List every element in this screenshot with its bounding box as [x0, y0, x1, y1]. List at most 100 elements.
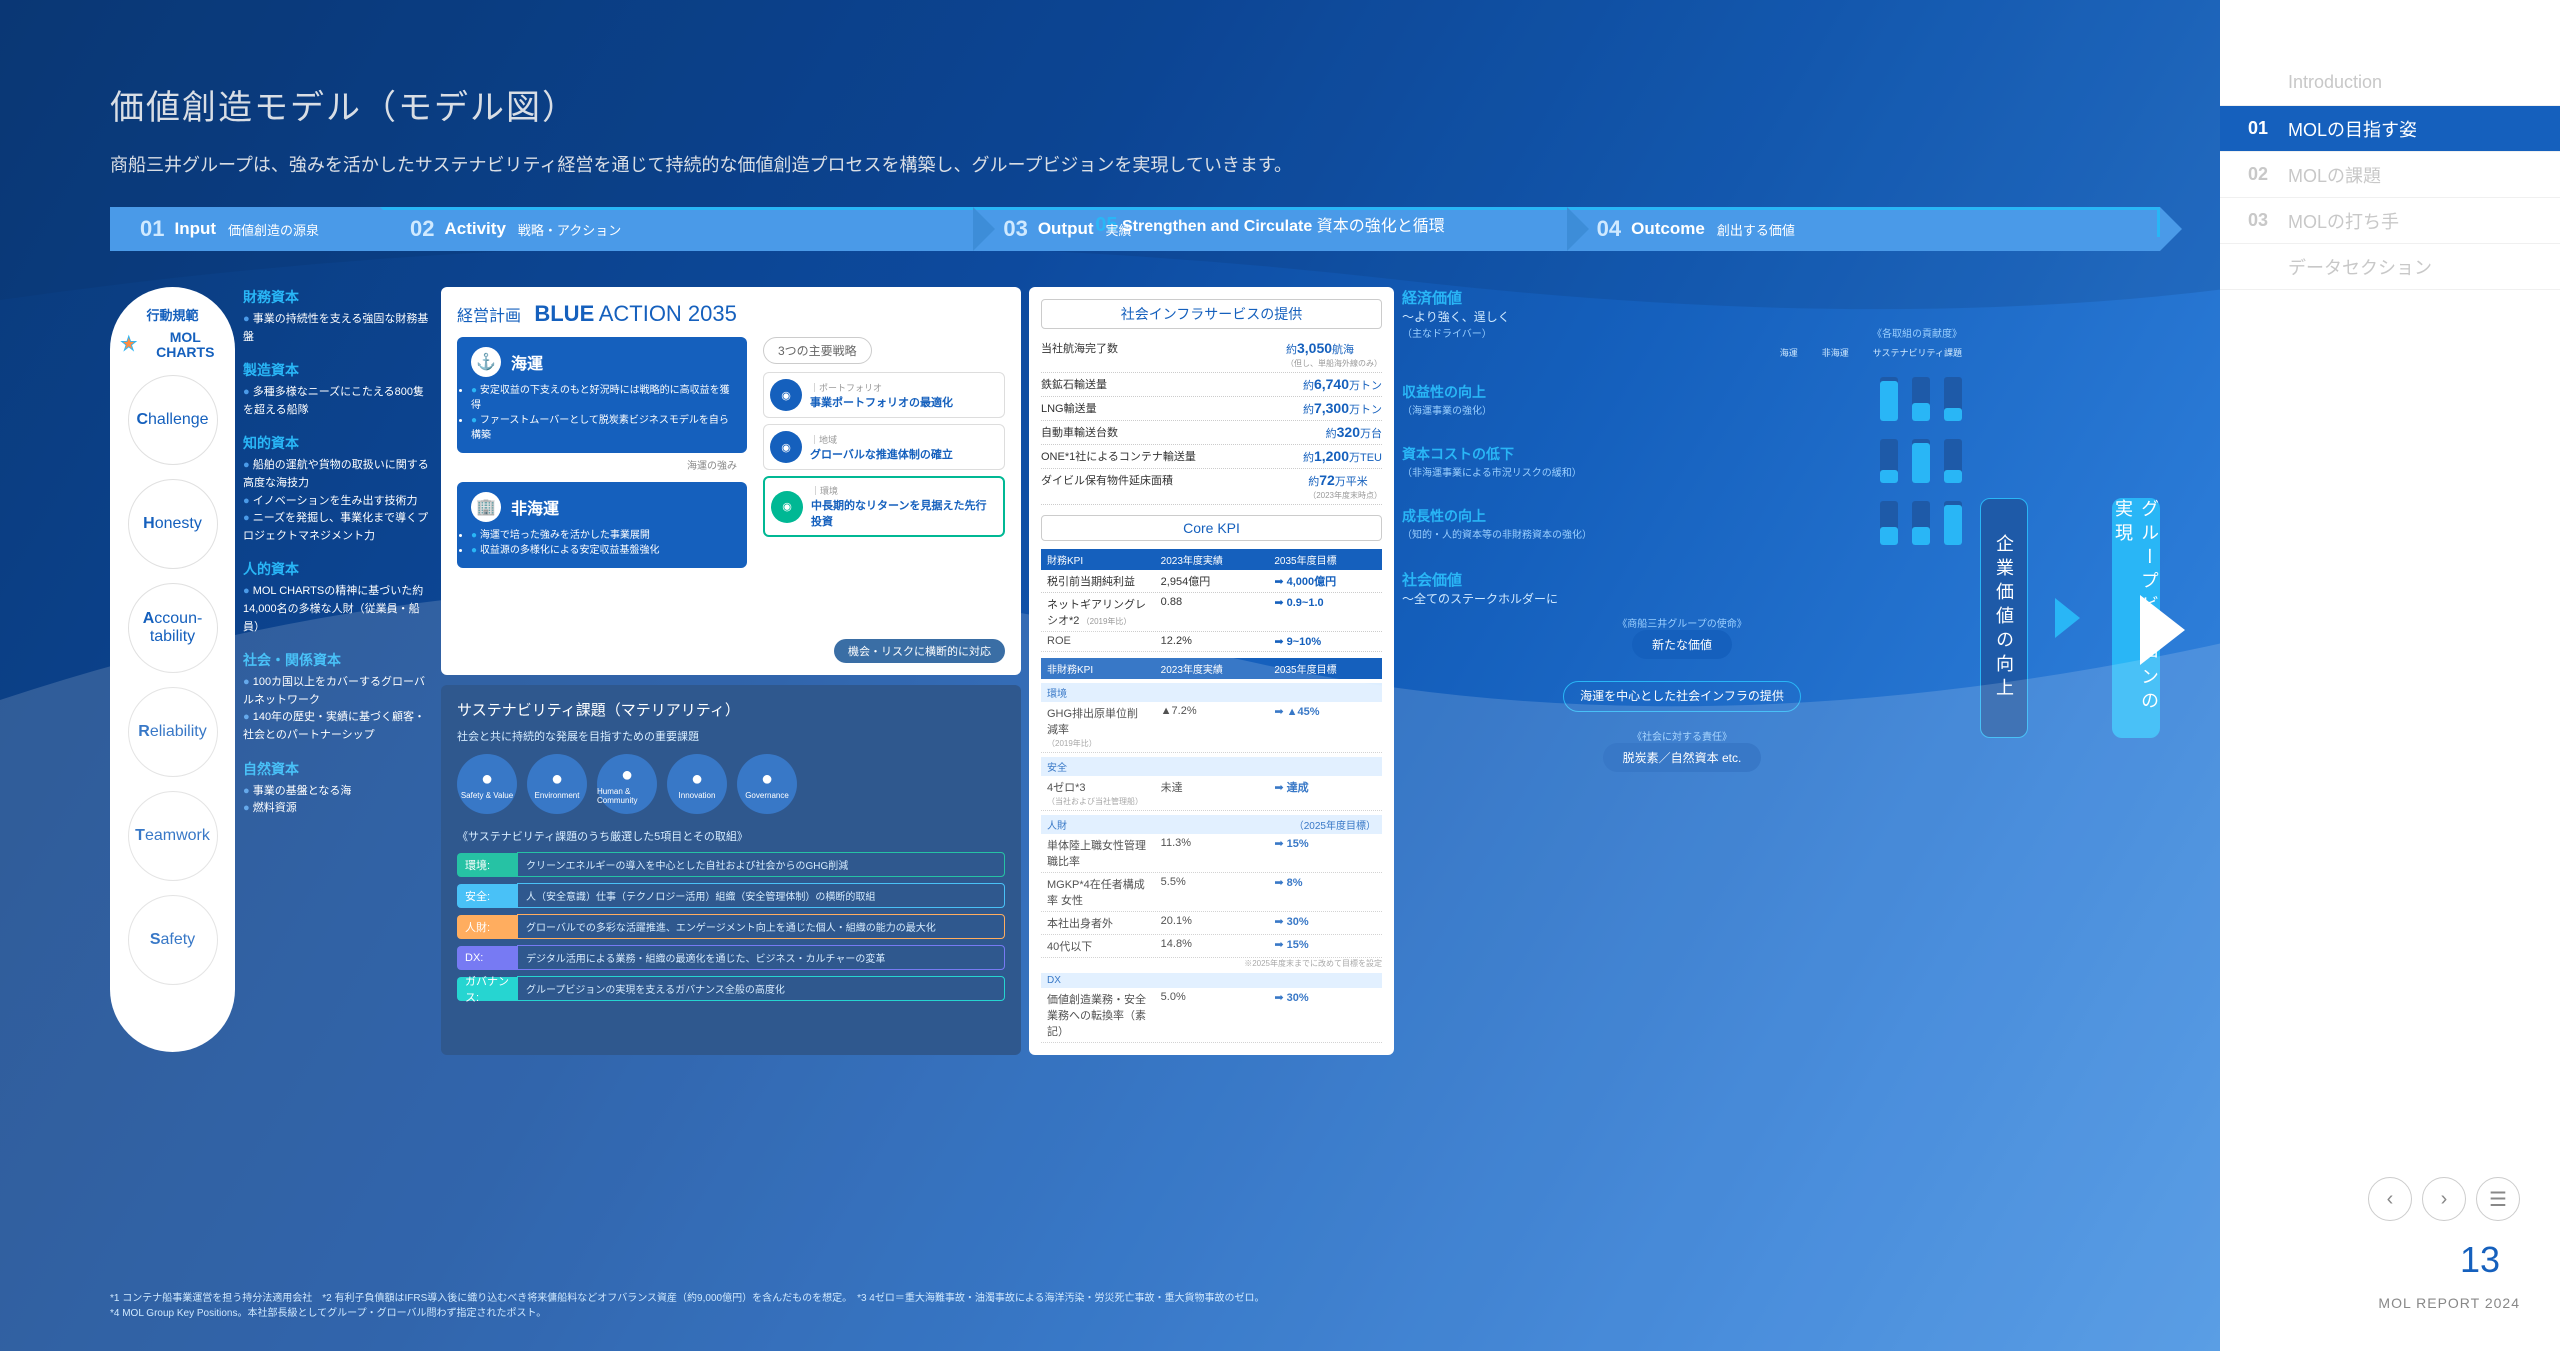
- kpi-row: 税引前当期純利益2,954億円➡ 4,000億円: [1041, 570, 1382, 593]
- kpi-row: MGKP*4在任者構成率 女性5.5%➡ 8%: [1041, 873, 1382, 912]
- kpi-subheader: 人財（2025年度目標）: [1041, 815, 1382, 834]
- capital-section: 財務資本事業の持続性を支える強固な財務基盤: [243, 287, 433, 346]
- vert-corp-value: 企業価値の向上: [1980, 498, 2028, 738]
- plan-label: 経営計画: [457, 308, 521, 325]
- sustainability-box: サステナビリティ課題（マテリアリティ） 社会と共に持続的な発展を目指すための重要…: [441, 685, 1021, 1055]
- flow-step: 02Activity戦略・アクション: [380, 207, 973, 251]
- tag-resp: 脱炭素／自然資本 etc.: [1603, 743, 1762, 772]
- outcome-item: 収益性の向上（海運事業の強化）: [1402, 377, 1962, 421]
- sus-bar: 人財:グローバルでの多彩な活躍推進、エンゲージメント向上を通じた個人・組織の能力…: [457, 914, 1005, 939]
- output-row: ONE*1社によるコンテナ輸送量約1,200万TEU: [1041, 445, 1382, 469]
- charter-item: Challenge: [128, 375, 218, 465]
- sus-bar: 環境:クリーンエネルギーの導入を中心とした自社および社会からのGHG削減: [457, 852, 1005, 877]
- next-btn[interactable]: ›: [2422, 1177, 2466, 1221]
- strategy-item: ◉｜ポートフォリオ事業ポートフォリオの最適化: [763, 372, 1005, 418]
- outcome-col: 経済価値 ～より強く、逞しく （主なドライバー） 《各取組の貢献度》 海運非海運…: [1402, 287, 2160, 1055]
- page-number: 13: [2460, 1239, 2500, 1281]
- sus-sub: 社会と共に持続的な発展を目指すための重要課題: [457, 728, 1005, 744]
- sus-bar: ガバナンス:グループビジョンの実現を支えるガバナンス全般の高度化: [457, 976, 1005, 1001]
- charter-item: Safety: [128, 895, 218, 985]
- arrow-right-icon: [2130, 580, 2200, 685]
- sus-icon: ●Governance: [737, 754, 797, 814]
- fin-kpi-header: 財務KPI 2023年度実績 2035年度目標: [1041, 549, 1382, 570]
- kpi-subheader: 環境: [1041, 683, 1382, 702]
- strategy-item: ◉｜環境中長期的なリターンを見据えた先行投資: [763, 476, 1005, 537]
- output-h1: 社会インフラサービスの提供: [1041, 299, 1382, 329]
- kpi-row: 単体陸上職女性管理職比率11.3%➡ 15%: [1041, 834, 1382, 873]
- footnotes: *1 コンテナ船事業運営を担う持分法適用会社 *2 有利子負債額はIFRS導入後…: [110, 1291, 2140, 1321]
- charts-box: 行動規範 MOL CHARTS Challenge Honesty Accoun-t…: [110, 287, 235, 1052]
- plan-blue: BLUE: [534, 301, 594, 326]
- flow-step: 03Output実績: [973, 207, 1566, 251]
- output-h2: Core KPI: [1041, 515, 1382, 541]
- plan-action: ACTION 2035: [599, 301, 737, 326]
- capital-section: 製造資本多種多様なニーズにこたえる800隻を超える船隊: [243, 360, 433, 419]
- menu-btn[interactable]: ☰: [2476, 1177, 2520, 1221]
- nav-item[interactable]: Introduction: [2220, 60, 2560, 106]
- plan-box: 経営計画 BLUE ACTION 2035 ⚓海運 安定収益の下支えのもと好況時…: [441, 287, 1021, 675]
- capital-section: 知的資本船舶の運航や貨物の取扱いに関する高度な海技力イノベーションを生み出す技術…: [243, 433, 433, 545]
- marine-card: ⚓海運 安定収益の下支えのもと好況時には戦略的に高収益を獲得ファーストムーバーと…: [457, 337, 747, 453]
- nav-item[interactable]: 02MOLの課題: [2220, 152, 2560, 198]
- outcome-item: 資本コストの低下（非海運事業による市況リスクの緩和）: [1402, 439, 1962, 483]
- capital-section: 人的資本MOL CHARTSの精神に基づいた約14,000名の多様な人財（従業員…: [243, 559, 433, 636]
- econ-h: 経済価値: [1402, 287, 1962, 308]
- nonfin-kpi-header: 非財務KPI 2023年度実績 2035年度目標: [1041, 658, 1382, 679]
- prev-btn[interactable]: ‹: [2368, 1177, 2412, 1221]
- sus-icon: ●Human & Community: [597, 754, 657, 814]
- page-title: 価値創造モデル（モデル図）: [110, 80, 2160, 129]
- kpi-subheader: 安全: [1041, 757, 1382, 776]
- output-row: 当社航海完了数約3,050航海（但し、単船海外線のみ）: [1041, 337, 1382, 373]
- capital-section: 社会・関係資本100カ国以上をカバーするグローバルネットワーク140年の歴史・実…: [243, 650, 433, 744]
- output-row: 自動車輸送台数約320万台: [1041, 421, 1382, 445]
- strat-label: 3つの主要戦略: [763, 337, 872, 364]
- output-row: LNG輸送量約7,300万トン: [1041, 397, 1382, 421]
- charter-item: Reliability: [128, 687, 218, 777]
- kpi-row: ROE12.2%➡ 9~10%: [1041, 632, 1382, 652]
- charts-heading: 行動規範: [118, 305, 227, 324]
- page-subtitle: 商船三井グループは、強みを活かしたサステナビリティ経営を通じて持続的な価値創造プ…: [110, 151, 2160, 177]
- nav-item[interactable]: 01MOLの目指す姿: [2220, 106, 2560, 152]
- kpi-row: 4ゼロ*3（当社および当社管理船）未達➡ 達成: [1041, 776, 1382, 811]
- flow-step: 01Input価値創造の源泉: [110, 207, 380, 251]
- building-icon: 🏢: [471, 492, 501, 522]
- sus-heading: サステナビリティ課題（マテリアリティ）: [457, 699, 1005, 720]
- soc-h: 社会価値: [1402, 569, 1962, 590]
- kpi-row: GHG排出原単位削減率（2019年比）▲7.2%➡ ▲45%: [1041, 702, 1382, 753]
- charter-item: Accoun-tability: [128, 583, 218, 673]
- nonmarine-card: 🏢非海運 海運で培った強みを活かした事業展開収益源の多様化による安定収益基盤強化: [457, 482, 747, 568]
- nav-item[interactable]: 03MOLの打ち手: [2220, 198, 2560, 244]
- sus-icon: ●Innovation: [667, 754, 727, 814]
- sidebar-nav: Introduction01MOLの目指す姿02MOLの課題03MOLの打ち手デ…: [2220, 0, 2560, 1351]
- kpi-row: 本社出身者外20.1%➡ 30%: [1041, 912, 1382, 935]
- report-label: MOL REPORT 2024: [2378, 1295, 2520, 1311]
- strategy-item: ◉｜地域グローバルな推進体制の確立: [763, 424, 1005, 470]
- risk-tag: 機会・リスクに横断的に対応: [834, 639, 1005, 663]
- nav-item[interactable]: データセクション: [2220, 244, 2560, 290]
- ship-icon: ⚓: [471, 347, 501, 377]
- sus-bar: 安全:人（安全意識）仕事（テクノロジー活用）組織（安全管理体制）の横断的取組: [457, 883, 1005, 908]
- nav-buttons: ‹ › ☰: [2368, 1177, 2520, 1221]
- econ-sub: ～より強く、逞しく: [1402, 308, 1962, 325]
- kpi-row: 40代以下14.8%➡ 15%: [1041, 935, 1382, 958]
- tag-new-value: 新たな価値: [1632, 630, 1732, 659]
- sus-icon: ●Environment: [527, 754, 587, 814]
- capital-section: 自然資本事業の基盤となる海燃料資源: [243, 759, 433, 818]
- tag-infra: 海運を中心とした社会インフラの提供: [1563, 681, 1801, 712]
- charter-item: Honesty: [128, 479, 218, 569]
- kpi-row: ネットギアリングレシオ*2 （2019年比）0.88➡ 0.9~1.0: [1041, 593, 1382, 632]
- output-row: 鉄鉱石輸送量約6,740万トン: [1041, 373, 1382, 397]
- marine-tag: 海運の強み: [457, 457, 737, 472]
- kpi-row: 価値創造業務・安全業務への転換率（素記）5.0%➡ 30%: [1041, 988, 1382, 1043]
- arrow-icon: [2040, 578, 2100, 658]
- mol-charts-logo: MOL CHARTS: [118, 330, 227, 361]
- flow-header: 05 Strengthen and Circulate 資本の強化と循環 01I…: [110, 207, 2160, 277]
- output-box: 社会インフラサービスの提供 当社航海完了数約3,050航海（但し、単船海外線のみ…: [1029, 287, 1394, 1055]
- output-row: ダイビル保有物件延床面積約72万平米（2023年度末時点）: [1041, 469, 1382, 505]
- soc-sub: ～全てのステークホルダーに: [1402, 590, 1962, 607]
- kpi-subheader: DX: [1041, 973, 1382, 988]
- flow-step: 04Outcome創出する価値: [1567, 207, 2160, 251]
- sus-icon: ●Safety & Value: [457, 754, 517, 814]
- sus-bar: DX:デジタル活用による業務・組織の最適化を通じた、ビジネス・カルチャーの変革: [457, 945, 1005, 970]
- sus-legend: 《サステナビリティ課題のうち厳選した5項目とその取組》: [457, 828, 1005, 844]
